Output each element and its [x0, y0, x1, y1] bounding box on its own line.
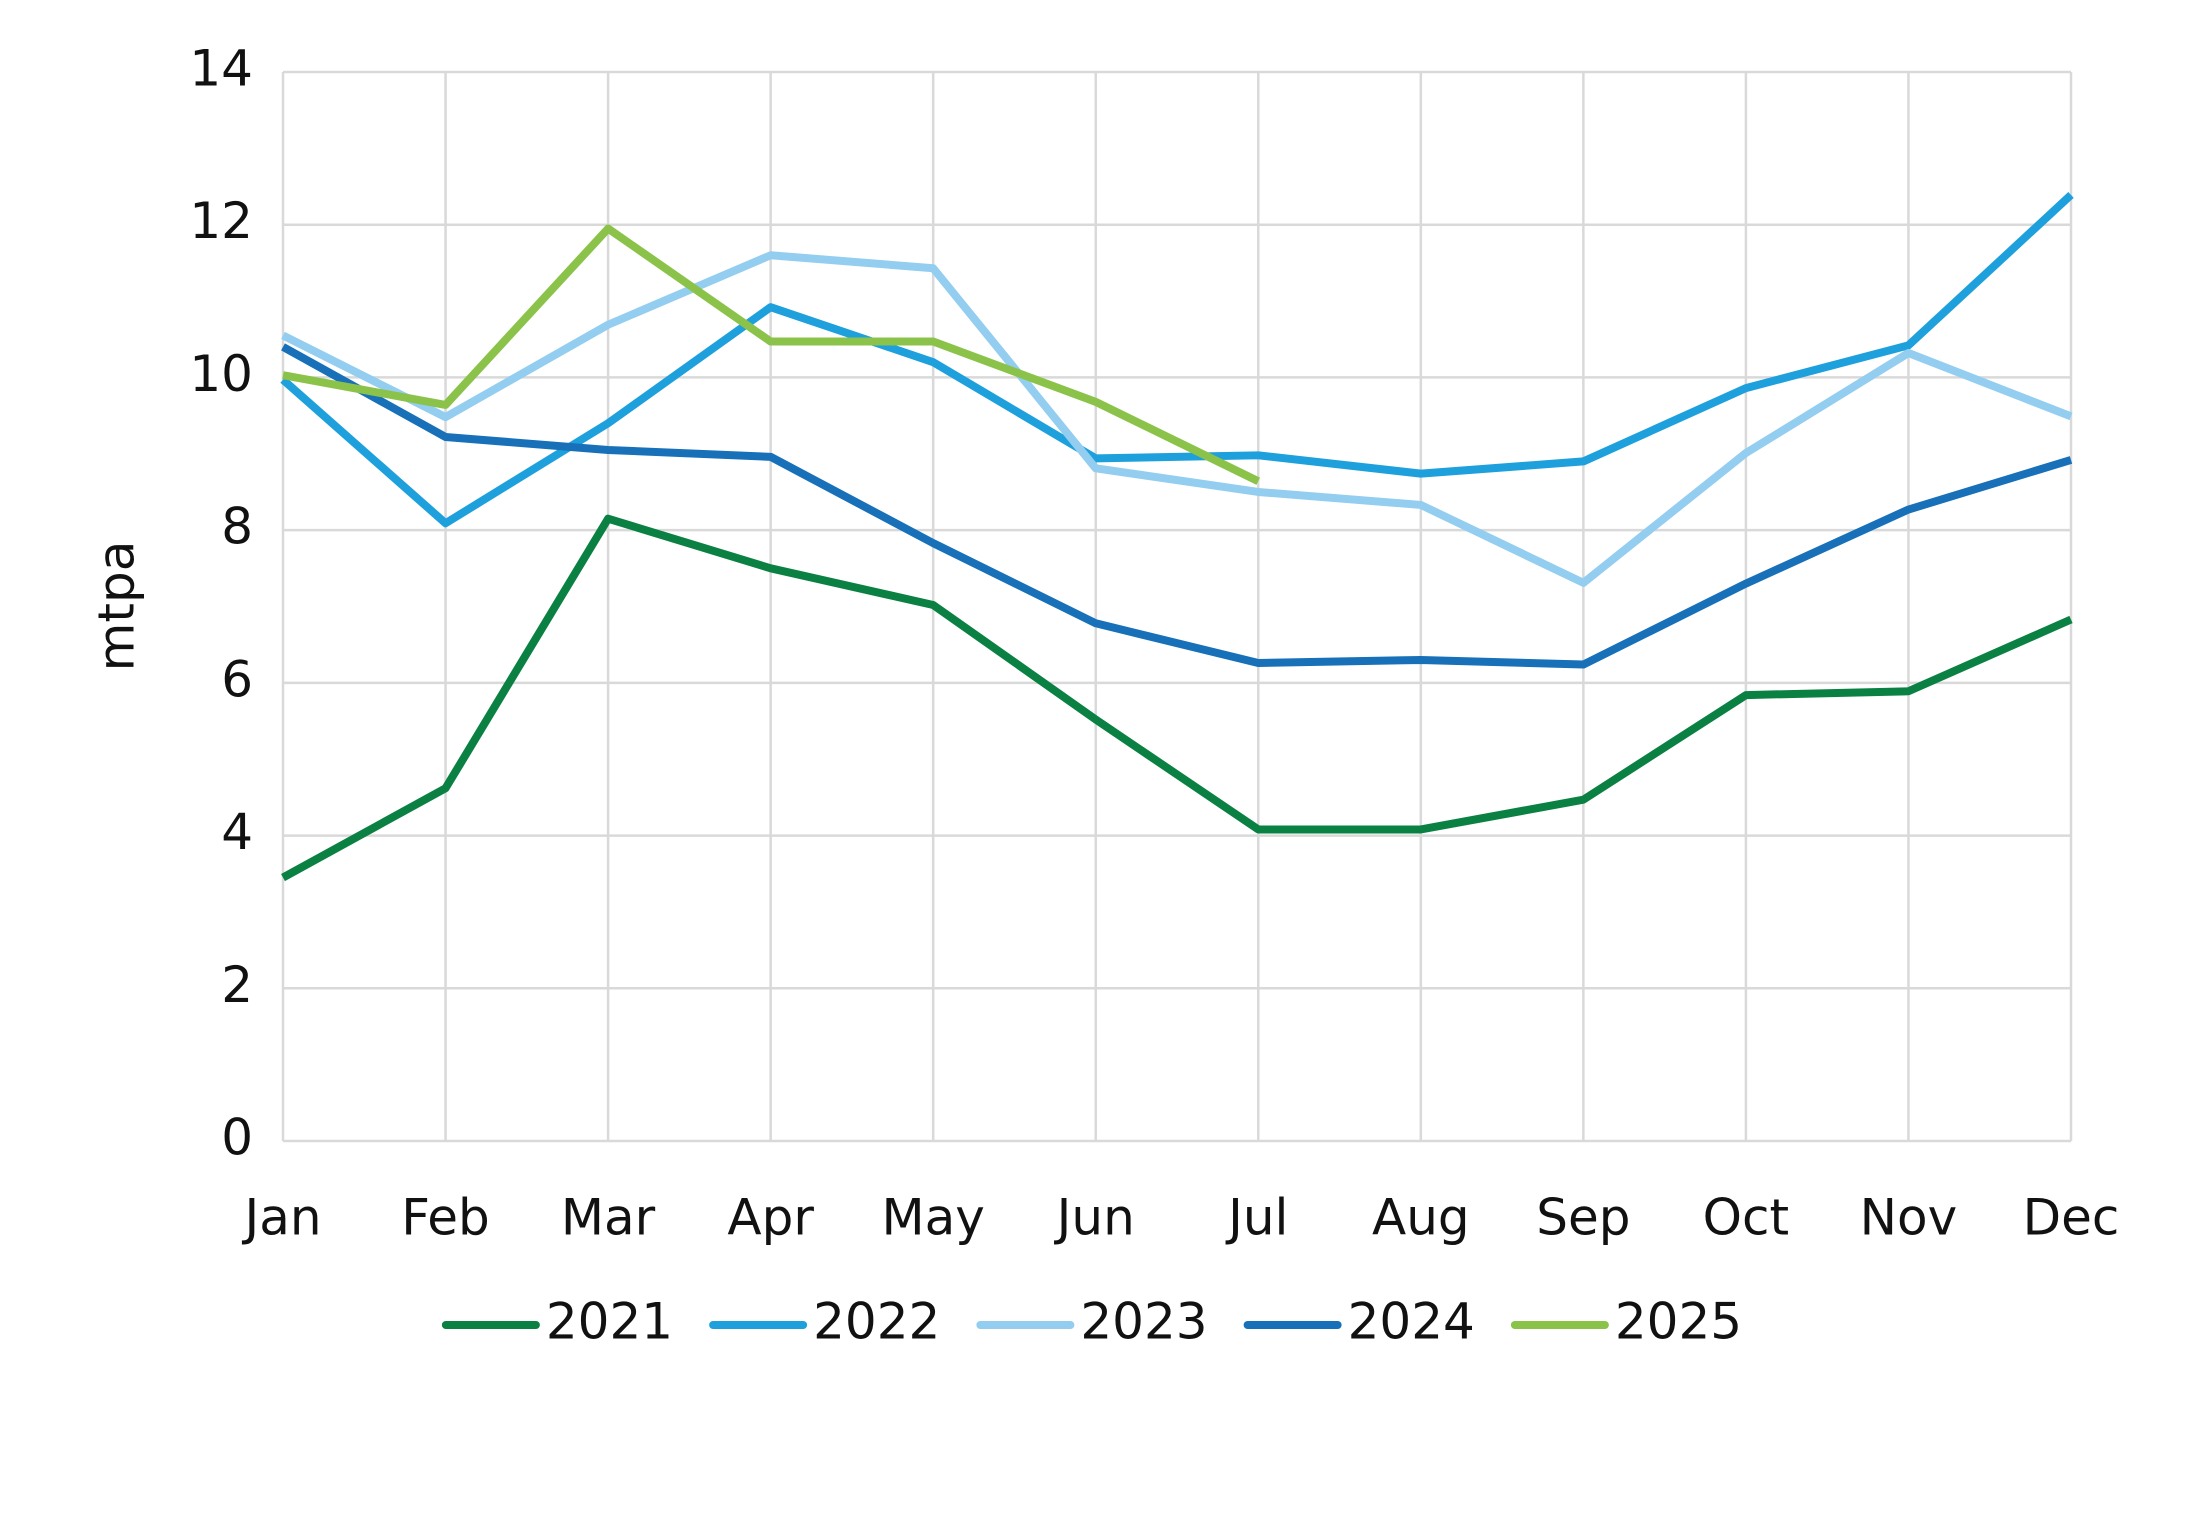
x-tick-label: Dec [2023, 1189, 2120, 1247]
x-tick-label: Sep [1536, 1189, 1630, 1247]
y-tick-label: 2 [221, 956, 253, 1014]
y-tick-label: 14 [189, 40, 253, 98]
legend-label: 2022 [813, 1293, 940, 1351]
x-tick-label: Feb [401, 1189, 490, 1247]
x-tick-label: Mar [561, 1189, 656, 1247]
x-tick-label: Jun [1054, 1189, 1135, 1247]
x-tick-label: Jan [241, 1189, 321, 1247]
x-tick-label: May [881, 1189, 984, 1247]
line-series [281, 514, 2073, 882]
x-tick-label: Oct [1703, 1189, 1789, 1247]
x-tick-label: Nov [1860, 1189, 1958, 1247]
line-series [282, 224, 1261, 485]
y-tick-label: 4 [221, 803, 253, 861]
y-tick-label: 8 [221, 498, 253, 556]
y-tick-label: 12 [189, 192, 253, 250]
y-tick-label: 6 [221, 650, 253, 708]
legend-label: 2023 [1080, 1293, 1207, 1351]
legend-label: 2021 [546, 1293, 673, 1351]
line-series [280, 191, 2074, 528]
legend-label: 2024 [1348, 1293, 1475, 1351]
y-tick-label: 0 [221, 1109, 253, 1167]
y-tick-label: 10 [189, 345, 253, 403]
x-tick-label: Apr [727, 1189, 814, 1247]
y-axis-title: mtpa [88, 541, 146, 672]
x-tick-label: Aug [1372, 1189, 1470, 1247]
line-series [281, 343, 2073, 669]
legend-label: 2025 [1615, 1293, 1742, 1351]
line-series [281, 251, 2073, 587]
x-tick-label: Jul [1225, 1189, 1288, 1247]
